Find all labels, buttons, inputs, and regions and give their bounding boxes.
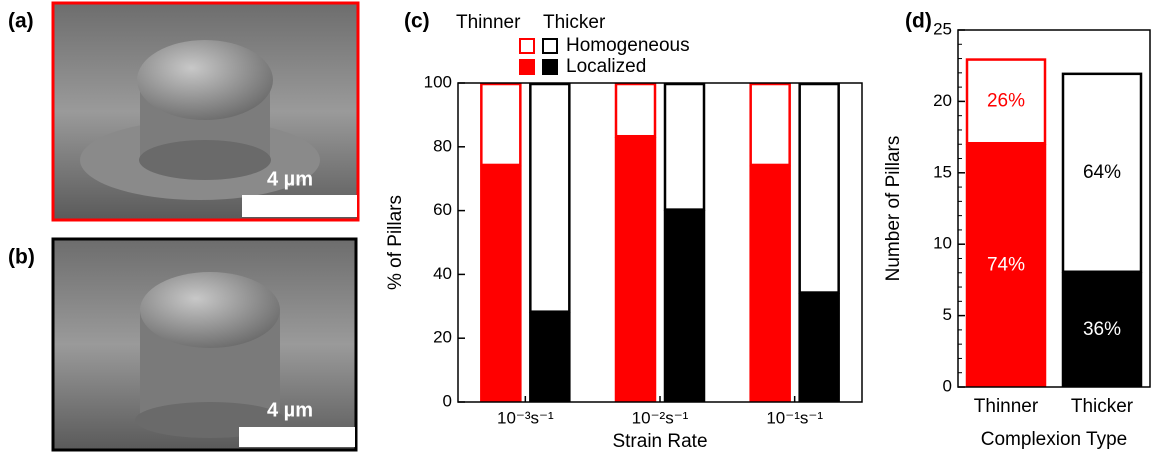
percent-label: 36% (1083, 319, 1121, 340)
legend-label: Localized (566, 56, 646, 77)
plot-frame (957, 29, 1151, 388)
y-tick-label: 25 (933, 19, 952, 38)
bar (663, 82, 706, 211)
panel-label: (d) (905, 10, 932, 33)
bar (480, 165, 522, 403)
y-axis-label: % of Pillars (385, 195, 406, 290)
bar (614, 82, 657, 138)
bar (749, 165, 791, 403)
y-tick-label: 0 (943, 376, 952, 395)
bar (529, 312, 571, 403)
y-tick-label: 100 (424, 72, 452, 91)
y-tick-label: 5 (943, 305, 952, 324)
y-tick-label: 20 (933, 91, 952, 110)
bar (965, 58, 1047, 145)
percent-label: 64% (1083, 162, 1121, 183)
sem-image: 4 µm (51, 1, 360, 222)
scale-bar-label: 4 µm (267, 399, 313, 421)
bar (480, 82, 522, 167)
legend-swatch (519, 38, 535, 54)
legend-label: Homogeneous (566, 35, 690, 56)
x-tick-label: Thinner (974, 396, 1039, 417)
bar (798, 82, 840, 294)
y-tick-label: 0 (443, 391, 452, 410)
bar (1061, 72, 1143, 274)
y-tick-label: 40 (433, 264, 452, 283)
panel-label: (a) (8, 10, 34, 33)
y-tick-label: 10 (933, 234, 952, 253)
panel-label: (c) (404, 10, 430, 33)
legend-column-label: Thinner (456, 12, 521, 33)
scale-bar-label: 4 µm (267, 168, 313, 190)
y-axis-label: Number of Pillars (883, 136, 904, 282)
bar (529, 82, 571, 313)
y-tick-label: 20 (433, 328, 452, 347)
x-tick-label: 10⁻²s⁻¹ (632, 408, 689, 427)
y-tick-label: 15 (933, 162, 952, 181)
bar (614, 136, 657, 403)
x-axis-label: Strain Rate (612, 431, 707, 452)
sem-image: 4 µm (51, 237, 358, 452)
bar (798, 293, 840, 403)
y-tick-label: 60 (433, 200, 452, 219)
bar (965, 143, 1047, 388)
legend-swatch (519, 59, 535, 75)
panel-label: (b) (8, 246, 35, 269)
bar (1061, 272, 1143, 388)
legend-swatch (542, 38, 558, 54)
percent-label: 26% (987, 90, 1025, 111)
percent-label: 74% (987, 255, 1025, 276)
x-tick-label: 10⁻³s⁻¹ (497, 408, 554, 427)
bar (663, 210, 706, 403)
legend-column-label: Thicker (543, 12, 606, 33)
legend-swatch (542, 59, 558, 75)
x-axis-label: Complexion Type (981, 429, 1127, 450)
plot-frame (457, 82, 863, 403)
x-tick-label: 10⁻¹s⁻¹ (766, 408, 823, 427)
y-tick-label: 80 (433, 136, 452, 155)
x-tick-label: Thicker (1071, 396, 1134, 417)
bar (749, 82, 791, 167)
